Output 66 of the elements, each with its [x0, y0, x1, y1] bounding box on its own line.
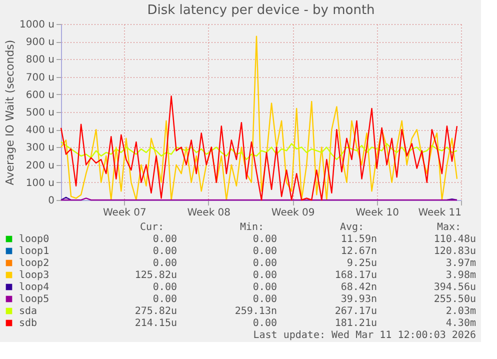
text: 0.00: [252, 246, 277, 257]
text: 125.82u: [134, 270, 177, 281]
text: 0.00: [252, 270, 277, 281]
y-tick-label: 300 u: [26, 142, 54, 154]
text: 259.13n: [234, 306, 277, 317]
y-tick-label: 600 u: [26, 90, 54, 101]
text: 2.03m: [446, 306, 476, 317]
text: 0.00: [152, 282, 177, 293]
text: 11.59n: [340, 234, 377, 245]
text: 0.00: [152, 258, 177, 269]
x-tick-label: Week 09: [271, 208, 315, 218]
legend-label: loop4: [19, 282, 50, 293]
text: 0.00: [252, 294, 277, 305]
y-tick-label: 0: [48, 196, 54, 206]
text: 110.48u: [434, 234, 476, 245]
y-tick-label: 800 u: [26, 54, 54, 66]
text: 0.00: [252, 234, 277, 245]
text: 0.00: [152, 234, 177, 245]
line-series: [60, 96, 458, 201]
legend-label: loop1: [19, 246, 50, 257]
y-tick-label: 900 u: [26, 37, 54, 48]
line-series: [60, 141, 458, 160]
text: 39.93n: [340, 294, 377, 305]
text: 0.00: [252, 282, 277, 293]
text: 214.15u: [134, 318, 177, 329]
y-tick-label: 700 u: [26, 72, 54, 84]
y-tick-label: 100 u: [26, 178, 54, 189]
y-tick-label: 400 u: [26, 125, 54, 136]
text: 68.42n: [340, 282, 377, 293]
legend-label: loop5: [19, 294, 50, 305]
line-series: [60, 36, 458, 201]
text: 255.50u: [434, 294, 476, 305]
text: 267.17u: [334, 306, 377, 317]
text: 275.82u: [134, 306, 177, 317]
y-tick-label: 1000 u: [20, 20, 54, 30]
legend-label: sdb: [19, 318, 38, 329]
x-tick-label: Week 10: [356, 208, 399, 218]
text: Last update: Wed Mar 11 12:00:03 2026: [253, 330, 476, 341]
text: Cur:: [140, 222, 164, 233]
text: 0.00: [252, 258, 277, 269]
legend-label: sda: [19, 306, 38, 317]
text: 3.98m: [446, 270, 476, 281]
text: 181.21u: [334, 318, 377, 329]
text: 0.00: [252, 318, 277, 329]
text: 0.00: [152, 294, 177, 305]
text: 0.00: [152, 246, 177, 257]
y-tick-label: 500 u: [26, 108, 54, 118]
text: 168.17u: [334, 270, 377, 281]
text: 3.97m: [446, 258, 476, 269]
text: 4.30m: [446, 318, 476, 329]
legend-label: loop2: [19, 258, 50, 269]
legend-label: loop0: [19, 234, 50, 245]
text: 120.83u: [434, 246, 476, 257]
x-tick-label: Week 11: [418, 208, 462, 218]
text: 12.67n: [340, 246, 377, 257]
y-axis-title: Average IO Wait (seconds): [4, 40, 17, 186]
text: Min:: [240, 222, 264, 233]
text: 394.56u: [434, 282, 476, 293]
chart-title: Disk latency per device - by month: [147, 3, 375, 18]
x-tick-label: Week 07: [103, 208, 146, 218]
y-tick-label: 200 u: [26, 160, 54, 172]
text: 9.25u: [346, 258, 377, 269]
text: Avg:: [340, 222, 364, 233]
legend-label: loop3: [19, 270, 50, 281]
x-tick-label: Week 08: [187, 208, 231, 218]
text: Max:: [436, 222, 462, 233]
